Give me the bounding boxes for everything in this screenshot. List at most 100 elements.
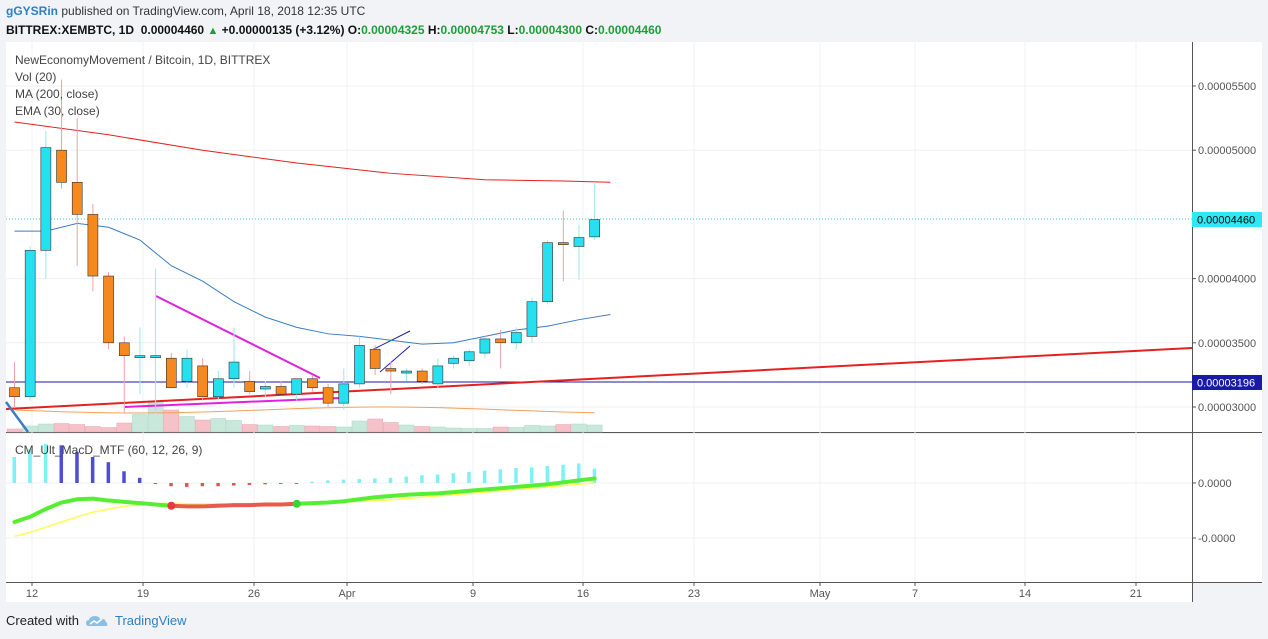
candle-body — [228, 361, 240, 380]
macd-histogram-bar — [43, 444, 48, 483]
published-text: published on TradingView.com, April 18, … — [61, 4, 366, 18]
macd-histogram-bar — [59, 445, 64, 483]
macd-histogram-bar — [576, 463, 581, 483]
macd-histogram-bar — [216, 483, 220, 487]
volume-bar — [22, 425, 38, 433]
macd-histogram-bar — [435, 474, 440, 483]
macd-histogram-bar — [592, 468, 597, 483]
macd-histogram-bar — [122, 471, 126, 483]
high-label: H: — [427, 23, 441, 37]
candle-body — [589, 219, 600, 238]
ma200-line — [14, 121, 611, 183]
volume-bar — [163, 409, 180, 433]
macd-histogram-bar — [404, 476, 408, 483]
candle-body — [56, 149, 67, 183]
low-label: L: — [507, 23, 519, 37]
volume-bar — [85, 426, 101, 433]
candle-body — [479, 338, 491, 354]
candle-body — [103, 275, 114, 344]
macd-histogram-bar — [561, 464, 565, 483]
macd-histogram-bar — [341, 479, 346, 483]
candle-body — [134, 355, 146, 358]
current-price-tag-label: 0.00004460 — [1197, 215, 1255, 227]
macd-histogram-bar — [388, 477, 393, 483]
volume-bar — [69, 424, 85, 433]
magenta-trendline — [155, 295, 321, 379]
macd-histogram-bar — [467, 471, 471, 483]
author-link[interactable]: gGYSRin — [6, 4, 59, 18]
macd-histogram-bar — [294, 483, 299, 484]
macd-histogram-bar — [75, 451, 79, 483]
candle-body — [322, 387, 334, 404]
candle-body — [291, 378, 303, 395]
price-change: +0.00000135 (+3.12%) — [221, 23, 345, 37]
magenta-support-line — [124, 397, 341, 408]
legend-vol[interactable]: Vol (20) — [15, 70, 57, 84]
publish-info: gGYSRin published on TradingView.com, Ap… — [6, 4, 365, 18]
volume-ma-line — [14, 406, 595, 414]
macd-histogram-bar — [106, 462, 111, 483]
ema30-line — [14, 222, 611, 345]
candle-body — [526, 301, 538, 337]
chart-title[interactable]: NewEconomyMovement / Bitcoin, 1D, BITTRE… — [15, 53, 271, 67]
close-value: 0.00004460 — [598, 23, 662, 37]
candle-body — [40, 147, 52, 251]
macd-histogram-bar — [420, 475, 424, 483]
time-tick-label: 9 — [470, 588, 476, 600]
time-axis-area[interactable] — [6, 582, 1192, 602]
macd-tick-label: 0.0000 — [1198, 478, 1232, 490]
volume-bar — [586, 424, 603, 433]
macd-cross-up-dot — [292, 499, 301, 508]
candle-body — [448, 357, 459, 364]
candle-body — [275, 386, 287, 395]
macd-histogram-bar — [373, 478, 377, 483]
macd-histogram-bar — [545, 466, 550, 483]
price-axis-area[interactable] — [1192, 42, 1262, 582]
macd-histogram-bar — [482, 470, 487, 483]
candle-body — [542, 242, 553, 303]
volume-bar — [367, 418, 383, 433]
time-tick-label: Apr — [338, 588, 355, 600]
macd-histogram-bar — [90, 457, 95, 483]
candle-body — [181, 357, 193, 382]
volume-bar — [351, 420, 368, 433]
price-tick-label: 0.00005000 — [1198, 145, 1256, 157]
candle-body — [401, 370, 412, 374]
price-tick-label: 0.00004000 — [1198, 274, 1256, 286]
tradingview-brand-link[interactable]: TradingView — [114, 613, 187, 628]
candle-body — [197, 365, 208, 398]
volume-bar — [304, 425, 321, 433]
candle-body — [354, 345, 365, 385]
macd-line-segment — [294, 476, 597, 506]
volume-bar — [116, 422, 133, 433]
candles — [9, 79, 600, 414]
volume-bar — [273, 426, 289, 433]
volume-bar — [477, 428, 493, 433]
macd-histogram-bar — [451, 473, 456, 483]
candle-body — [557, 242, 569, 245]
macd-histogram-bar — [200, 483, 205, 487]
macd-histogram-bar — [153, 483, 158, 484]
macd-histogram-bar — [498, 469, 503, 483]
legend-ema[interactable]: EMA (30, close) — [15, 104, 100, 118]
macd-line-segment — [12, 496, 174, 524]
macd-line-segment — [169, 501, 299, 509]
ohlc-header: BITTREX:XEMBTC, 1D 0.00004460 ▲ +0.00000… — [6, 23, 661, 37]
legend-macd[interactable]: CM_Ult_MacD_MTF (60, 12, 26, 9) — [15, 443, 203, 457]
candle-body — [432, 365, 444, 385]
volume-bar — [508, 427, 525, 433]
legend-ma[interactable]: MA (200, close) — [15, 87, 99, 101]
open-value: 0.00004325 — [361, 23, 425, 37]
macd-cross-down-dot — [167, 501, 176, 510]
candle-body — [9, 387, 20, 398]
tradingview-cloud-icon — [85, 615, 108, 626]
volume-bar — [445, 427, 462, 433]
price-tick-label: 0.00003500 — [1198, 338, 1256, 350]
macd-histogram-bar — [357, 479, 361, 483]
footer: Created with TradingView — [6, 613, 187, 628]
candle-body — [24, 250, 36, 398]
candle-body — [338, 383, 350, 404]
axes: 0.00005500 0.00005000 0.00004000 0.00003500… — [26, 81, 1262, 600]
candle-body — [385, 368, 397, 372]
